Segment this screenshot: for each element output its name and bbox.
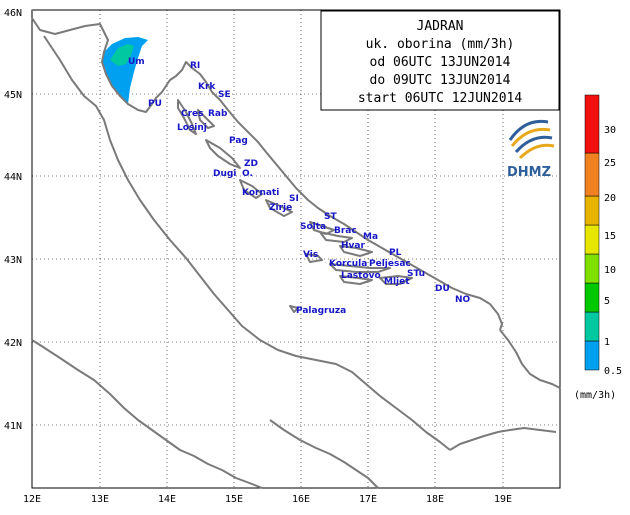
title-line-2: uk. oborina (mm/3h) bbox=[366, 37, 515, 52]
place-label: PL bbox=[389, 248, 402, 258]
place-label: ST bbox=[324, 212, 337, 222]
scale-swatch bbox=[584, 94, 600, 154]
precip-color-scale: 0.5 1 5 10 15 20 25 30 (mm/3h) bbox=[574, 94, 622, 401]
scale-swatch bbox=[584, 195, 600, 226]
place-label: Lastovo bbox=[341, 271, 381, 281]
lon-label: 18E bbox=[426, 494, 444, 505]
place-label: STu bbox=[407, 269, 425, 279]
place-label: Cres bbox=[181, 109, 204, 119]
place-label: Um bbox=[128, 57, 145, 67]
coastline bbox=[31, 10, 561, 489]
lat-label: 43N bbox=[4, 255, 22, 266]
scale-swatch bbox=[584, 311, 600, 342]
title-line-4: do 09UTC 13JUN2014 bbox=[370, 73, 511, 88]
scale-swatch bbox=[584, 340, 600, 371]
place-label: Rab bbox=[208, 109, 228, 119]
scale-label: 10 bbox=[604, 265, 616, 276]
place-label: SE bbox=[218, 90, 231, 100]
scale-swatch bbox=[584, 152, 600, 197]
place-labels: Um RI Krk SE PU Cres Rab Losinj Pag ZD D… bbox=[128, 57, 471, 316]
place-label: Losinj bbox=[177, 123, 207, 133]
lon-label: 17E bbox=[359, 494, 377, 505]
place-label: O. bbox=[242, 169, 253, 179]
place-label: Peljesac bbox=[369, 259, 411, 269]
place-label: PU bbox=[148, 99, 162, 109]
place-label: SI bbox=[289, 194, 299, 204]
place-label: ZD bbox=[244, 159, 258, 169]
lon-label: 12E bbox=[23, 494, 41, 505]
scale-label: 20 bbox=[604, 193, 616, 204]
lat-label: 44N bbox=[4, 172, 22, 183]
place-label: Ma bbox=[363, 232, 378, 242]
logo-text: DHMZ bbox=[507, 165, 551, 180]
title-line-5: start 06UTC 12JUN2014 bbox=[358, 91, 523, 106]
place-label: Palagruza bbox=[296, 306, 346, 316]
place-label: Pag bbox=[229, 136, 248, 146]
place-label: Dugi bbox=[213, 169, 236, 179]
lon-label: 19E bbox=[494, 494, 512, 505]
scale-swatch bbox=[584, 253, 600, 284]
place-label: RI bbox=[190, 61, 200, 71]
place-label: Solta bbox=[300, 222, 326, 232]
scale-label: 1 bbox=[604, 337, 610, 348]
title-line-3: od 06UTC 13JUN2014 bbox=[370, 55, 511, 70]
scale-label: 15 bbox=[604, 231, 616, 242]
scale-swatch bbox=[584, 224, 600, 255]
scale-label: 25 bbox=[604, 158, 616, 169]
place-label: Krk bbox=[198, 82, 216, 92]
lat-label: 46N bbox=[4, 8, 22, 19]
dhmz-logo-icon: DHMZ bbox=[507, 119, 555, 180]
lon-label: 14E bbox=[158, 494, 176, 505]
longitude-labels: 12E 13E 14E 15E 16E 17E 18E 19E bbox=[23, 494, 512, 505]
lon-label: 15E bbox=[225, 494, 243, 505]
place-label: Mljet bbox=[384, 277, 410, 287]
scale-label: 30 bbox=[604, 125, 616, 136]
title-line-1: JADRAN bbox=[417, 19, 464, 34]
lat-label: 42N bbox=[4, 338, 22, 349]
lon-label: 16E bbox=[292, 494, 310, 505]
place-label: Korcula bbox=[329, 259, 367, 269]
scale-label: 5 bbox=[604, 296, 610, 307]
precip-area-1mm bbox=[110, 44, 134, 66]
scale-unit-label: (mm/3h) bbox=[574, 390, 616, 401]
lat-label: 45N bbox=[4, 90, 22, 101]
place-label: Brac bbox=[334, 226, 357, 236]
lat-label: 41N bbox=[4, 421, 22, 432]
place-label: Hvar bbox=[341, 241, 365, 251]
place-label: DU bbox=[435, 284, 450, 294]
place-label: Kornati bbox=[242, 188, 279, 198]
lon-label: 13E bbox=[91, 494, 109, 505]
scale-swatch bbox=[584, 282, 600, 313]
place-label: Zirje bbox=[269, 203, 292, 213]
place-label: NO bbox=[455, 295, 471, 305]
scale-label: 0.5 bbox=[604, 366, 622, 377]
place-label: Vis bbox=[303, 250, 318, 260]
title-box bbox=[320, 10, 560, 111]
latitude-labels: 46N 45N 44N 43N 42N 41N bbox=[4, 8, 22, 432]
